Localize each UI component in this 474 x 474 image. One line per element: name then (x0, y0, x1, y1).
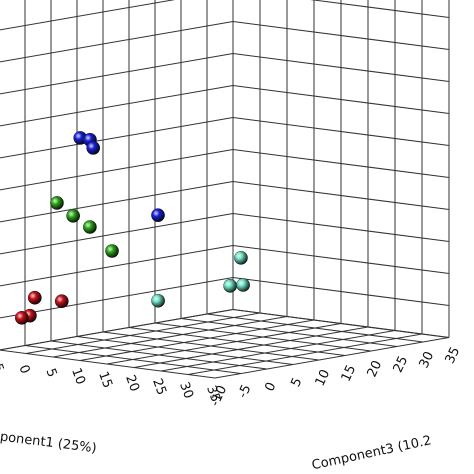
point (236, 278, 250, 292)
z-tick-label: -5 (235, 382, 254, 400)
x-tick-label: 30 (176, 380, 196, 401)
point (105, 244, 119, 258)
x-tick-label: 5 (43, 367, 60, 380)
wall-grid-line (232, 309, 450, 338)
x-tick-label: -5 (0, 357, 6, 374)
wall-grid-line (0, 149, 234, 191)
x-axis-label: ponent1 (25%) (0, 430, 97, 457)
wall-grid-line (0, 245, 234, 287)
wall-grid-line (232, 213, 450, 242)
z-tick-label: 30 (417, 349, 438, 370)
wall-grid-line (0, 181, 234, 223)
point (223, 279, 237, 293)
z-tick-label: 15 (339, 363, 360, 384)
wall-grid-line (0, 21, 234, 63)
point (50, 196, 64, 210)
z-tick-label: 25 (391, 354, 412, 375)
wall-grid-line (0, 277, 234, 319)
point (28, 291, 42, 305)
floor-grid-line (187, 333, 423, 375)
point (66, 209, 80, 223)
x-tick-label: 25 (149, 377, 169, 398)
wall-grid-line (232, 85, 450, 114)
wall-grid-line (232, 181, 450, 210)
point (55, 294, 69, 308)
z-axis-label: Component3 (10.2 (310, 433, 432, 473)
wall-grid-line (0, 85, 234, 127)
floor-grid-line (180, 318, 398, 347)
floor-grid-line (50, 340, 268, 370)
point (151, 294, 165, 308)
point (234, 251, 248, 265)
x-tick-label: 20 (122, 373, 142, 394)
z-tick-label: 35 (443, 345, 464, 366)
wall-grid-line (232, 53, 450, 82)
wall-grid-line (232, 21, 450, 50)
z-tick-label: 0 (262, 380, 279, 394)
floor-grid-line (52, 316, 288, 358)
floor-grid-line (76, 336, 294, 365)
floor-grid-line (106, 323, 342, 365)
wall-grid-line (0, 309, 234, 351)
floor-grid-line (160, 330, 396, 372)
wall-grid-line (232, 245, 450, 274)
x-tick-label: 10 (68, 366, 88, 387)
wall-grid-line (232, 277, 450, 306)
floor-grid-line (102, 331, 320, 361)
z-tick-label: 5 (288, 376, 305, 390)
point (15, 311, 29, 325)
point (83, 220, 97, 234)
point (151, 208, 165, 222)
x-tick-label: 15 (95, 370, 115, 391)
floor-grid-line (79, 319, 315, 361)
floor-grid-line (0, 349, 216, 379)
wall-grid-line (310, 0, 450, 18)
wall-grid-line (0, 213, 234, 255)
wall-grid-line (0, 53, 234, 95)
x-tick-label: 0 (16, 363, 33, 376)
floor-grid-line (154, 322, 372, 352)
floor-grid-line (214, 337, 450, 379)
floor-grid-line (25, 312, 261, 354)
z-tick-label: 20 (365, 358, 386, 379)
wall-grid-line (232, 117, 450, 146)
z-tick-label: 10 (313, 367, 334, 388)
wall-grid-line (0, 117, 234, 159)
x-tick-label: 35 (203, 384, 223, 405)
wall-grid-line (232, 149, 450, 178)
floor-grid-line (133, 326, 369, 368)
floor-grid-line (206, 313, 424, 343)
point (86, 141, 100, 155)
floor-grid-line (24, 345, 242, 374)
wall-grid-line (0, 0, 176, 31)
floor-grid-line (128, 327, 346, 356)
